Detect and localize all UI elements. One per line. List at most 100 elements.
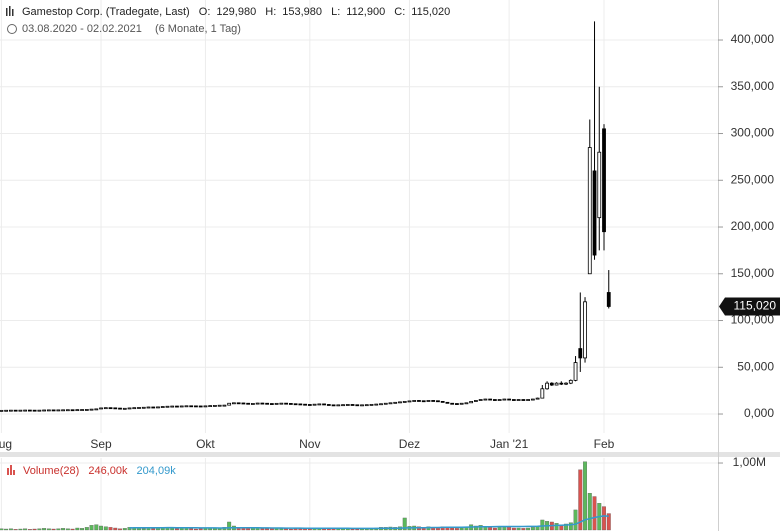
volume-bar [179, 528, 184, 531]
candle-body [455, 403, 459, 405]
candle-body [507, 398, 512, 401]
volume-bar [198, 528, 203, 531]
candle-body [298, 403, 303, 406]
candle-body [94, 408, 99, 411]
candle-body [606, 292, 611, 307]
volume-bar [42, 528, 47, 531]
candle-body [421, 400, 426, 403]
candle-body [56, 409, 61, 412]
candle-body [492, 399, 497, 401]
candle-body [146, 406, 151, 409]
candle-body [564, 382, 568, 385]
candle-body [450, 402, 455, 405]
candle-body [326, 404, 331, 406]
volume-bar [99, 525, 103, 531]
volume-bar [108, 527, 113, 531]
candle-body [412, 400, 417, 402]
candle-body [141, 406, 146, 409]
volume-bar [151, 528, 156, 531]
volume-ma-line [129, 515, 609, 530]
candle-body [374, 403, 379, 406]
candle-body [307, 404, 312, 406]
candle-body [51, 409, 56, 412]
candle-body [222, 404, 227, 407]
candle-body [203, 405, 208, 408]
candle-body [4, 409, 9, 412]
candle-body [89, 408, 94, 411]
volume-bar [193, 528, 198, 531]
quote-value: 129,980 [216, 6, 257, 18]
volume-bar [56, 528, 61, 531]
candle-body [156, 406, 160, 409]
volume-name: Volume(28) [23, 465, 80, 477]
candle-body [227, 402, 232, 406]
x-tick-label: Sep [90, 437, 112, 451]
candle-body [568, 379, 573, 384]
y-tick-label: 400,000 [731, 32, 775, 46]
candle-body [303, 403, 307, 406]
candle-body [108, 407, 113, 410]
quote-value: 153,980 [282, 6, 323, 18]
volume-value: 246,00k [88, 465, 128, 477]
candle-body [246, 402, 251, 405]
candle-body [151, 406, 156, 409]
volume-bar [568, 522, 573, 531]
volume-bar [587, 493, 592, 531]
candle-body [189, 405, 194, 408]
volume-bar [137, 528, 141, 531]
volume-bar [265, 528, 270, 531]
volume-bar [8, 528, 13, 531]
y-tick-label: 300,000 [731, 126, 775, 140]
candle-body [113, 407, 118, 410]
candle-body [345, 404, 350, 406]
candle-body [284, 402, 289, 405]
candle-body [255, 402, 260, 405]
candle-body [488, 398, 493, 401]
candle-body [198, 405, 203, 408]
volume-bar [507, 527, 512, 531]
x-tick-label: Jan '21 [490, 437, 529, 451]
candle-body [70, 409, 75, 412]
candle-body [37, 409, 42, 412]
candle-body [469, 400, 474, 404]
candle-body [417, 400, 421, 402]
volume-legend: Volume(28) 246,00k 204,09k [23, 465, 182, 477]
candle-body [75, 409, 80, 412]
candle-body [597, 151, 602, 219]
volume-bar [260, 528, 265, 531]
price-tag-label: 115,020 [734, 299, 777, 313]
volume-bar [4, 528, 9, 531]
volume-bar [27, 529, 32, 531]
candle-body [312, 403, 317, 406]
x-tick-label: Dez [399, 437, 420, 451]
date-range: 03.08.2020 - 02.02.2021 [22, 23, 142, 35]
volume-bar [0, 528, 4, 531]
candle-body [360, 404, 364, 407]
volume-bar [175, 528, 179, 531]
y-tick-label: 50,000 [737, 359, 774, 373]
volume-bar [288, 528, 293, 531]
candle-body [179, 405, 184, 408]
quote-label: C: [394, 6, 406, 18]
volume-bar [156, 528, 160, 531]
volume-bar [94, 524, 99, 531]
candle-body [132, 407, 137, 410]
candle-body [516, 399, 521, 401]
volume-bar [284, 528, 289, 531]
candle-body [464, 402, 469, 405]
volume-bar [473, 525, 478, 531]
grid [0, 0, 718, 530]
candle-body [236, 402, 241, 405]
candle-body [293, 403, 298, 406]
quote-value: 112,900 [346, 6, 386, 18]
volume-bar [459, 527, 464, 531]
candle-body [23, 409, 28, 412]
candle-body [549, 382, 554, 386]
candle-body [545, 382, 549, 390]
panel-separator [0, 452, 780, 457]
volume-bar [488, 527, 493, 531]
volume-bar [535, 526, 540, 531]
volume-bar [592, 496, 597, 531]
